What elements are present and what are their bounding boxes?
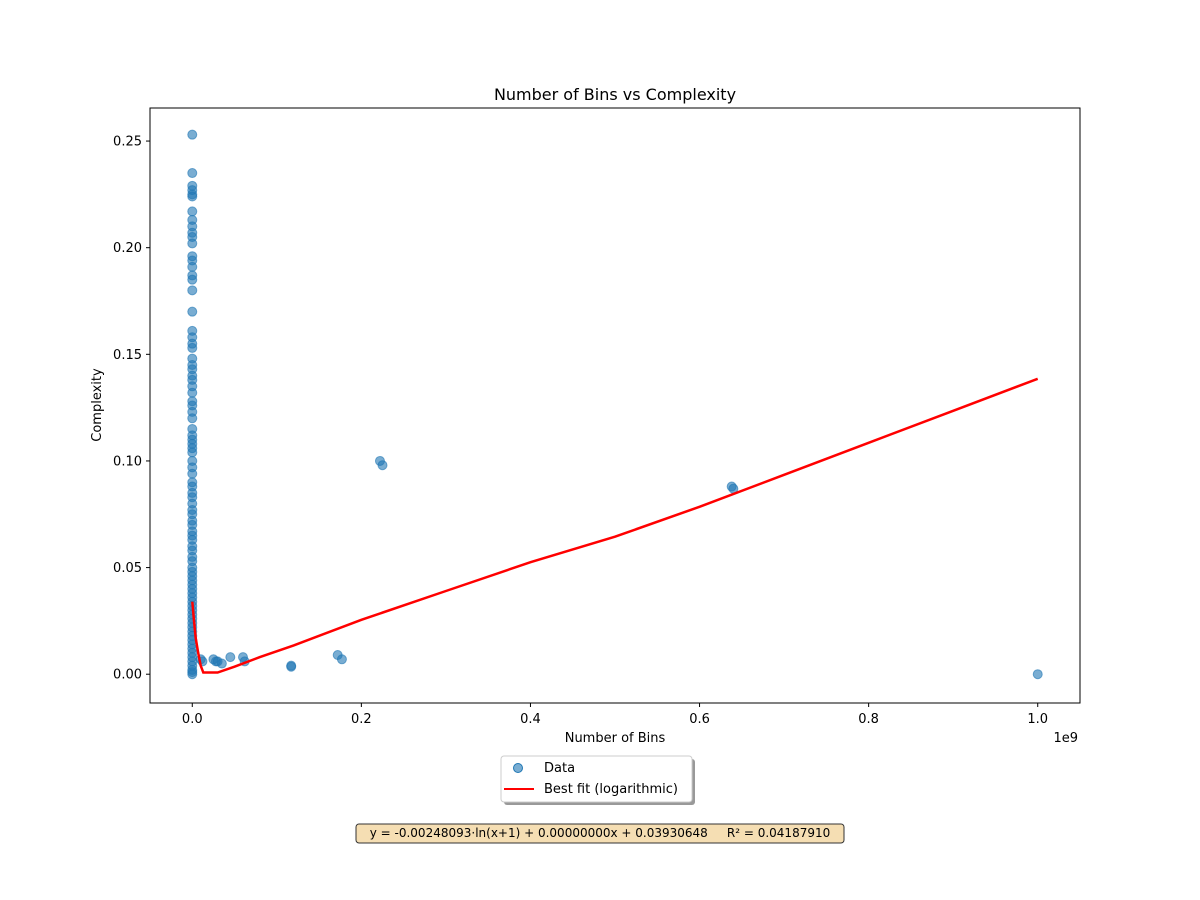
data-point	[187, 669, 198, 680]
data-point	[187, 468, 198, 479]
equation-annotation: y = -0.00248093·ln(x+1) + 0.00000000x + …	[355, 823, 845, 844]
annotation-text: y = -0.00248093·ln(x+1) + 0.00000000x + …	[370, 826, 831, 840]
data-point	[187, 285, 198, 296]
x-tick-label: 0.6	[689, 712, 710, 727]
x-axis-ticks: 0.0 0.2 0.4 0.6 0.8 1.0	[182, 703, 1048, 727]
legend: Data Best fit (logarithmic)	[500, 755, 695, 805]
data-point	[187, 191, 198, 202]
data-point	[187, 306, 198, 317]
annotation-box	[355, 823, 845, 844]
data-point	[187, 447, 198, 458]
plot-area	[149, 107, 1081, 704]
data-point	[187, 342, 198, 353]
data-point	[336, 654, 347, 665]
y-tick-label: 0.05	[113, 561, 142, 576]
data-point	[187, 129, 198, 140]
x-tick-label: 0.8	[858, 712, 879, 727]
data-point	[187, 274, 198, 285]
x-axis-offset-label: 1e9	[1053, 731, 1078, 746]
chart-title: Number of Bins vs Complexity	[494, 85, 736, 104]
data-series-points	[187, 129, 1043, 680]
x-tick-label: 0.0	[182, 712, 203, 727]
data-point	[225, 652, 236, 663]
data-point	[377, 460, 388, 471]
y-tick-label: 0.15	[113, 348, 142, 363]
y-tick-label: 0.10	[113, 454, 142, 469]
y-axis-label: Complexity	[90, 368, 105, 442]
y-tick-label: 0.00	[113, 668, 142, 683]
x-tick-label: 0.2	[351, 712, 372, 727]
data-point	[187, 238, 198, 249]
legend-label-fit: Best fit (logarithmic)	[544, 782, 678, 797]
data-point	[187, 168, 198, 179]
y-tick-label: 0.20	[113, 241, 142, 256]
y-tick-label: 0.25	[113, 135, 142, 150]
axes-frame	[149, 107, 1081, 704]
legend-box	[500, 755, 693, 803]
x-axis-label: Number of Bins	[565, 731, 666, 746]
x-tick-label: 1.0	[1027, 712, 1048, 727]
x-tick-label: 0.4	[520, 712, 541, 727]
data-point	[187, 413, 198, 424]
data-point	[1032, 669, 1043, 680]
legend-marker-data	[513, 763, 523, 773]
data-point	[216, 658, 227, 669]
data-point	[187, 387, 198, 398]
y-axis-ticks: 0.00 0.05 0.10 0.15 0.20 0.25	[113, 135, 150, 683]
best-fit-line	[191, 377, 1039, 674]
data-point	[286, 661, 297, 672]
data-point	[187, 206, 198, 217]
data-point	[187, 261, 198, 272]
legend-label-data: Data	[544, 761, 575, 776]
best-fit-series	[191, 377, 1039, 674]
